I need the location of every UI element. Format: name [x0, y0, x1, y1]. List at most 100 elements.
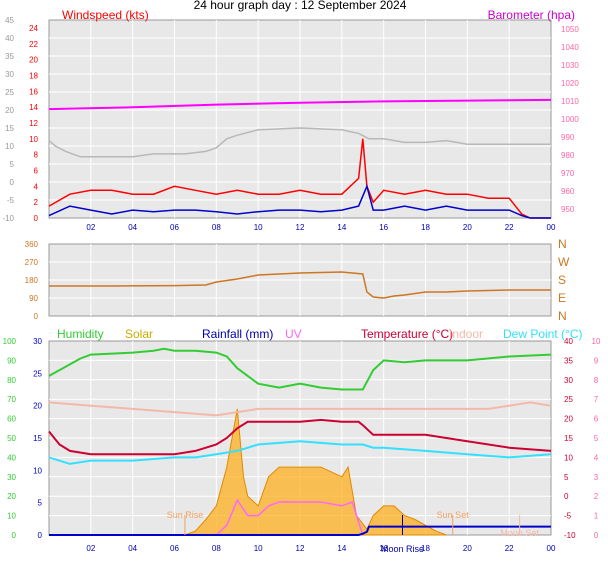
rainfall-series	[49, 525, 551, 536]
grey-tick: 15	[5, 124, 14, 133]
grey-tick: 30	[5, 70, 14, 79]
grey-temp-series	[48, 127, 551, 158]
uv-tick: 0	[594, 531, 599, 540]
direction-left-axis: 0 90 180 270 360	[25, 240, 39, 321]
x-tick-label: 08	[212, 223, 221, 232]
windspeed-tick: 18	[29, 71, 38, 80]
legend-uv: UV	[285, 327, 302, 341]
temperature-tick: 30	[564, 376, 573, 385]
humidity-tick: 100	[3, 337, 17, 346]
temperature-tick: 35	[564, 356, 573, 365]
compass-label: E	[558, 291, 566, 305]
humidity-series	[48, 347, 552, 391]
x-tick-label: 06	[170, 223, 179, 232]
wind-x-axis: 02 04 06 08 10 12 14 16 18 20 22 00	[86, 223, 556, 232]
windspeed-tick: 16	[29, 87, 38, 96]
rainfall-left-axis: 0 5 10 15 20 25 30	[33, 337, 42, 540]
temperature-tick: 0	[564, 492, 569, 501]
barometer-axis-label: Barometer (hpa)	[488, 8, 575, 22]
barometer-tick: 970	[561, 169, 575, 178]
grey-tick: -10	[2, 214, 14, 223]
grey-tick: 25	[5, 88, 14, 97]
windspeed-tick: 24	[29, 24, 38, 33]
wind-direction-series	[49, 271, 551, 299]
temperature-tick: 5	[564, 473, 569, 482]
rainfall-tick: 0	[38, 531, 43, 540]
x-tick-label: 14	[337, 223, 346, 232]
uv-tick: 7	[594, 395, 599, 404]
windspeed-tick: 2	[34, 198, 39, 207]
grey-tick: 20	[5, 106, 14, 115]
barometer-series	[48, 98, 552, 111]
marker-label: Sun Set	[437, 510, 470, 520]
marker-label: Moon Set	[500, 528, 539, 538]
dew-point-line	[48, 440, 552, 465]
x-tick-label: 02	[86, 223, 95, 232]
grey-tick: 45	[5, 16, 14, 25]
x-tick-label: 18	[421, 544, 430, 553]
x-tick-label: 22	[505, 544, 514, 553]
wind-direction-line	[49, 271, 551, 299]
uv-tick: 4	[594, 453, 599, 462]
windspeed-tick: 20	[29, 56, 38, 65]
x-tick-label: 18	[421, 223, 430, 232]
rainfall-tick: 20	[33, 402, 42, 411]
wind-grid	[49, 20, 551, 218]
wind-left-grey-axis: -10 -5 0 5 10 15 20 25 30 35 40 45	[2, 16, 14, 223]
windspeed-tick: 0	[34, 214, 39, 223]
rainfall-tick: 10	[33, 466, 42, 475]
uv-right-axis: 0 1 2 3 4 5 6 7 8 9 10	[592, 337, 601, 540]
humidity-tick: 60	[7, 415, 16, 424]
barometer-tick: 960	[561, 187, 575, 196]
direction-tick: 0	[34, 312, 39, 321]
indoor-line	[48, 401, 552, 417]
x-tick-label: 08	[212, 544, 221, 553]
direction-grid	[49, 244, 551, 316]
humidity-tick: 70	[7, 395, 16, 404]
uv-tick: 2	[594, 492, 599, 501]
windspeed-tick: 10	[29, 135, 38, 144]
temperature-series	[48, 418, 552, 456]
barometer-tick: 990	[561, 133, 575, 142]
x-tick-label: 12	[296, 223, 305, 232]
gust-avg-series	[48, 183, 551, 219]
x-tick-label: 02	[86, 544, 95, 553]
solar-series	[184, 408, 447, 536]
barometer-tick: 980	[561, 151, 575, 160]
temperature-tick: 10	[564, 453, 573, 462]
direction-tick: 90	[29, 294, 38, 303]
x-tick-label: 16	[379, 223, 388, 232]
windspeed-tick: 6	[34, 166, 39, 175]
temperature-tick: 40	[564, 337, 573, 346]
barometer-line	[48, 98, 552, 111]
humidity-tick: 0	[12, 531, 17, 540]
windspeed-line	[48, 138, 551, 219]
windspeed-tick: 14	[29, 103, 38, 112]
uv-tick: 8	[594, 376, 599, 385]
compass-label: N	[558, 237, 567, 251]
legend-temperature: Temperature (°C)	[361, 327, 453, 341]
page-title: 24 hour graph day : 12 September 2024	[194, 0, 407, 12]
windspeed-tick: 22	[29, 40, 38, 49]
rainfall-tick: 30	[33, 337, 42, 346]
x-tick-label: 04	[128, 544, 137, 553]
grey-tick: 0	[10, 178, 15, 187]
legend-solar: Solar	[125, 327, 153, 341]
x-tick-label: 10	[254, 223, 263, 232]
barometer-tick: 1020	[561, 79, 579, 88]
barometer-tick: 1000	[561, 115, 579, 124]
windspeed-tick: 12	[29, 119, 38, 128]
uv-tick: 3	[594, 473, 599, 482]
barometer-tick: 950	[561, 205, 575, 214]
x-tick-label: 16	[379, 544, 388, 553]
legend-dew-point: Dew Point (°C)	[503, 327, 582, 341]
direction-tick: 180	[25, 276, 39, 285]
compass-label: N	[558, 309, 567, 323]
x-tick-label: 06	[170, 544, 179, 553]
temperature-tick: 25	[564, 395, 573, 404]
legend-rainfall: Rainfall (mm)	[202, 327, 273, 341]
compass-label: W	[558, 255, 570, 269]
